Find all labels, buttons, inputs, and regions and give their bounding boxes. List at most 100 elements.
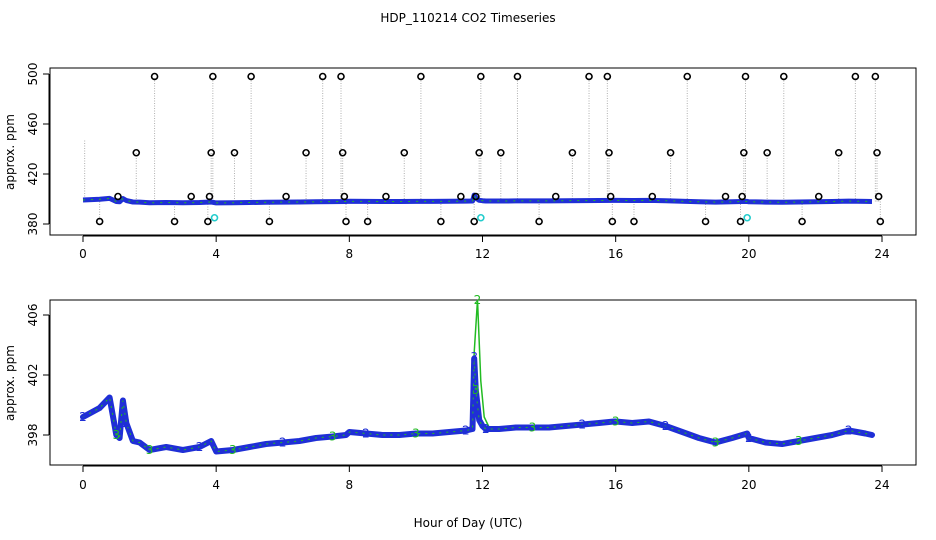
bottom-point-label: 3 <box>412 427 420 441</box>
top-flagged-point <box>497 148 505 157</box>
bottom-x-tick-label: 8 <box>346 478 354 492</box>
top-flagged-point <box>606 192 615 201</box>
top-y-tick-label: 500 <box>26 63 40 86</box>
top-flagged-point <box>318 72 327 81</box>
top-flagged-point <box>851 72 860 81</box>
chart-title: HDP_110214 CO2 Timeseries <box>380 11 555 25</box>
bottom-series <box>80 299 875 455</box>
top-flagged-point <box>763 148 771 157</box>
top-flagged-point <box>741 72 750 81</box>
top-flagged-point <box>338 148 347 157</box>
bottom-x-tick-label: 0 <box>79 478 87 492</box>
bottom-blue-series <box>80 355 875 455</box>
top-flagged-point <box>701 217 710 226</box>
bottom-point-label: 3 <box>146 443 154 457</box>
bottom-point-label: 3 <box>472 383 480 397</box>
top-flagged-point <box>683 72 692 81</box>
top-flagged-point <box>721 192 730 201</box>
top-flagged-point <box>205 192 214 201</box>
top-flagged-point <box>400 148 409 157</box>
bottom-point-label: 3 <box>329 430 337 444</box>
top-y-tick-label: 460 <box>26 113 40 136</box>
bottom-y-tick-label: 406 <box>26 304 40 327</box>
bottom-point-label: 2 <box>662 419 670 433</box>
top-flagged-point <box>873 148 881 157</box>
bottom-point-label: 2 <box>362 427 370 441</box>
bottom-point-label: 2 <box>79 410 87 424</box>
top-flagged-point <box>738 192 746 201</box>
top-cyan-point <box>477 213 485 222</box>
top-flagged-point <box>472 192 480 201</box>
top-flagged-point <box>585 72 593 81</box>
top-x-tick-label: 12 <box>475 247 490 261</box>
top-flagged-point <box>457 192 465 201</box>
top-flagged-point <box>551 192 560 201</box>
bottom-point-label: 3 <box>112 428 120 442</box>
bottom-x-axis: 0 4 8 12 16 20 24 <box>79 465 890 492</box>
top-flagged-point <box>247 72 255 81</box>
top-flagged-point <box>204 217 212 226</box>
bottom-y-tick-label: 398 <box>26 424 40 447</box>
bottom-point-label: 3 <box>229 443 237 457</box>
bottom-spike-label: 3 <box>470 350 478 364</box>
top-flagged-point <box>876 217 885 226</box>
bottom-x-tick-label: 12 <box>475 478 490 492</box>
bottom-point-label: 2 <box>745 431 753 445</box>
top-flagged-point <box>150 72 159 81</box>
bottom-spike-label: 2 <box>474 293 482 307</box>
bottom-series-overlay <box>82 358 873 453</box>
top-flagged-point <box>475 148 483 157</box>
top-flagged-point <box>95 217 104 226</box>
top-flagged-point <box>340 192 349 201</box>
top-flagged-point <box>230 148 239 157</box>
top-y-axis-label: approx. ppm <box>3 114 17 190</box>
top-x-tick-label: 8 <box>346 247 354 261</box>
top-x-tick-label: 24 <box>874 247 889 261</box>
top-cyan-point <box>210 213 219 222</box>
top-flagged-point <box>666 148 675 157</box>
top-flagged-point <box>437 217 445 226</box>
top-flagged-point <box>265 217 274 226</box>
top-y-axis: 380 420 460 500 <box>26 63 50 235</box>
bottom-x-tick-label: 24 <box>874 478 889 492</box>
bottom-point-label: 2 <box>279 436 287 450</box>
top-flagged-point <box>114 192 122 201</box>
top-flagged-point <box>282 192 290 201</box>
top-flagged-point <box>132 148 141 157</box>
top-flagged-point <box>630 217 638 226</box>
bottom-point-label: 2 <box>482 422 490 436</box>
top-flagged-point <box>382 192 390 201</box>
top-x-axis: 0 4 8 12 16 20 24 <box>79 235 890 261</box>
top-flagged-point <box>798 217 806 226</box>
top-points <box>95 72 885 226</box>
bottom-point-label: 2 <box>845 424 853 438</box>
top-flagged-point <box>209 72 217 81</box>
top-flagged-point <box>207 148 215 157</box>
top-x-tick-label: 16 <box>608 247 623 261</box>
top-flagged-point <box>470 217 478 226</box>
top-flagged-point <box>568 148 577 157</box>
top-plot-frame <box>49 67 917 236</box>
bottom-plot-frame <box>49 299 917 466</box>
bottom-y-axis-label: approx. ppm <box>3 345 17 421</box>
top-flagged-point <box>736 217 745 226</box>
top-flagged-point <box>871 72 880 81</box>
top-x-tick-label: 0 <box>79 247 87 261</box>
top-baseline-series-overlay <box>82 193 873 204</box>
bottom-y-axis: 398 402 406 <box>26 304 50 447</box>
bottom-point-label: 3 <box>612 415 620 429</box>
top-flagged-point <box>648 192 657 201</box>
bottom-point-label: 2 <box>462 424 470 438</box>
x-axis-title: Hour of Day (UTC) <box>414 516 523 530</box>
top-flagged-point <box>814 192 823 201</box>
top-flagged-point <box>342 217 350 226</box>
bottom-point-label: 3 <box>712 436 720 450</box>
top-flagged-point <box>170 217 179 226</box>
top-panel: 0 4 8 12 16 20 24 380 420 460 500 approx. ppm <box>3 63 917 261</box>
bottom-x-tick-label: 4 <box>212 478 220 492</box>
top-flagged-point <box>302 148 310 157</box>
top-series <box>82 192 873 206</box>
top-cyan-point <box>743 213 751 222</box>
